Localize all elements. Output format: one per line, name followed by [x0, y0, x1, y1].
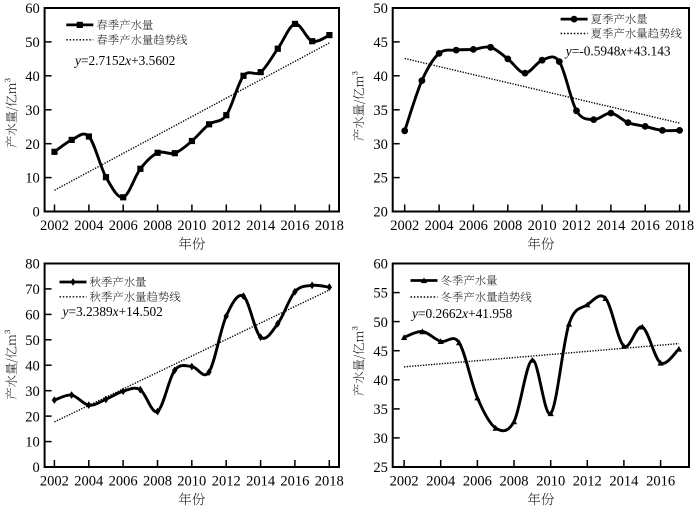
svg-text:10: 10: [25, 435, 40, 451]
svg-text:2002: 2002: [40, 474, 69, 490]
svg-text:2002: 2002: [40, 218, 69, 234]
svg-text:2006: 2006: [109, 218, 138, 234]
svg-text:2018: 2018: [315, 218, 344, 234]
svg-text:2008: 2008: [493, 218, 522, 234]
svg-text:2010: 2010: [536, 474, 565, 490]
svg-text:20: 20: [25, 409, 40, 425]
svg-text:2006: 2006: [109, 474, 138, 490]
svg-text:2012: 2012: [212, 474, 241, 490]
svg-text:20: 20: [373, 205, 388, 221]
svg-text:2008: 2008: [500, 474, 529, 490]
svg-text:2014: 2014: [596, 218, 626, 234]
svg-text:2004: 2004: [425, 218, 455, 234]
svg-text:2004: 2004: [74, 218, 104, 234]
svg-text:70: 70: [25, 282, 40, 298]
svg-text:50: 50: [373, 1, 388, 17]
svg-text:40: 40: [25, 69, 40, 85]
svg-text:2018: 2018: [665, 218, 694, 234]
svg-text:y=-0.5948x+43.143: y=-0.5948x+43.143: [564, 44, 671, 59]
svg-text:2004: 2004: [74, 474, 104, 490]
svg-text:30: 30: [25, 384, 40, 400]
svg-text:40: 40: [25, 358, 40, 374]
svg-text:2008: 2008: [143, 474, 172, 490]
svg-text:30: 30: [373, 431, 388, 447]
svg-text:40: 40: [373, 69, 388, 85]
svg-text:25: 25: [373, 171, 388, 187]
svg-text:2012: 2012: [562, 218, 591, 234]
svg-text:30: 30: [25, 103, 40, 119]
svg-text:45: 45: [373, 35, 388, 51]
svg-text:2010: 2010: [177, 474, 206, 490]
svg-text:60: 60: [25, 1, 40, 17]
svg-text:50: 50: [373, 315, 388, 331]
svg-text:35: 35: [373, 402, 388, 418]
svg-text:45: 45: [373, 344, 388, 360]
svg-text:60: 60: [373, 257, 388, 273]
svg-text:2018: 2018: [315, 474, 344, 490]
svg-text:2014: 2014: [246, 218, 276, 234]
svg-text:y=2.7152x+3.5602: y=2.7152x+3.5602: [73, 53, 175, 68]
svg-text:2016: 2016: [631, 218, 660, 234]
svg-text:2016: 2016: [280, 474, 309, 490]
svg-text:30: 30: [373, 137, 388, 153]
svg-text:0: 0: [33, 205, 40, 221]
svg-text:2014: 2014: [609, 474, 639, 490]
svg-text:40: 40: [373, 373, 388, 389]
svg-text:2002: 2002: [390, 474, 419, 490]
svg-text:2014: 2014: [246, 474, 276, 490]
svg-text:35: 35: [373, 103, 388, 119]
svg-text:2010: 2010: [177, 218, 206, 234]
svg-text:60: 60: [25, 308, 40, 324]
svg-text:25: 25: [373, 460, 388, 476]
svg-text:2004: 2004: [426, 474, 456, 490]
svg-text:y=0.2662x+41.958: y=0.2662x+41.958: [410, 306, 513, 321]
svg-text:2016: 2016: [281, 218, 310, 234]
svg-text:y=3.2389x+14.502: y=3.2389x+14.502: [61, 304, 163, 319]
svg-text:2006: 2006: [463, 474, 492, 490]
svg-text:2010: 2010: [528, 218, 557, 234]
svg-text:2012: 2012: [573, 474, 602, 490]
svg-text:50: 50: [25, 333, 40, 349]
svg-text:2006: 2006: [459, 218, 488, 234]
svg-text:20: 20: [25, 137, 40, 153]
svg-text:2012: 2012: [212, 218, 241, 234]
svg-text:0: 0: [33, 460, 40, 476]
svg-text:10: 10: [25, 171, 40, 187]
svg-text:2008: 2008: [143, 218, 172, 234]
svg-text:55: 55: [373, 286, 388, 302]
svg-text:2016: 2016: [646, 474, 675, 490]
svg-text:50: 50: [25, 35, 40, 51]
svg-text:80: 80: [25, 257, 40, 273]
svg-text:2002: 2002: [390, 218, 419, 234]
